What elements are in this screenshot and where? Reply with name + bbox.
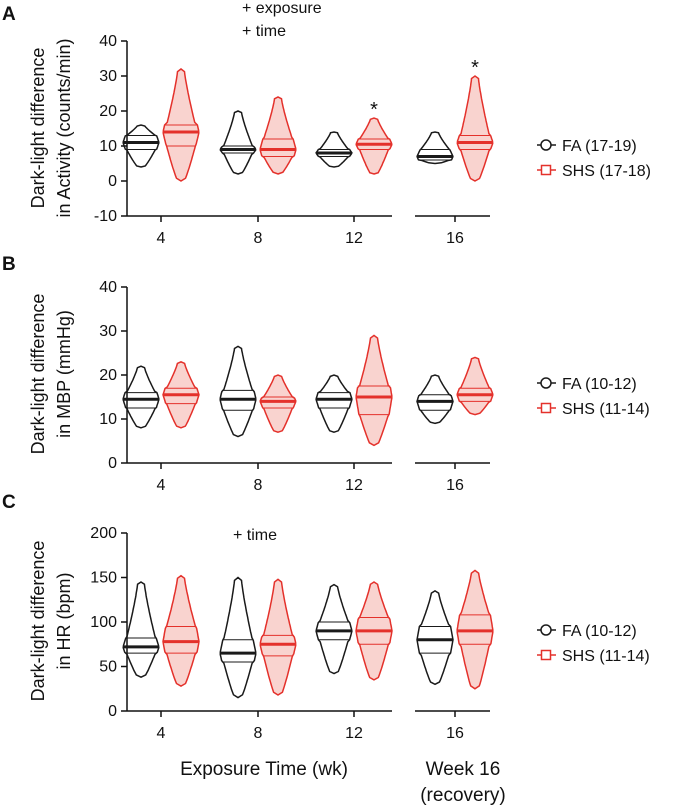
y-tick-label: 20 xyxy=(99,103,117,120)
legend-fa-marker xyxy=(540,377,552,389)
y-tick-label: 30 xyxy=(99,323,117,340)
panel-a-legend: FA (17-19) SHS (17-18) xyxy=(537,138,651,180)
panel-c-ylabel-line1: Dark-light difference xyxy=(28,541,48,702)
y-tick-label: 40 xyxy=(99,279,117,296)
shs-violin xyxy=(355,117,393,175)
x-tick-label: 12 xyxy=(345,477,363,494)
panel-a-plot: -10 0 10 20 30 40 4 8 12 16 * * xyxy=(94,33,494,247)
shs-violin xyxy=(355,334,393,447)
y-tick-label: 100 xyxy=(90,614,117,631)
panel-b-ylabel-line1: Dark-light difference xyxy=(28,294,48,455)
shs-violin xyxy=(456,356,494,416)
panel-b-ylabel-line2: in MBP (mmHg) xyxy=(54,310,74,438)
x-tick-label: 4 xyxy=(157,230,166,247)
legend-shs-label: SHS (17-18) xyxy=(562,163,651,180)
significance-marker: * xyxy=(471,57,479,79)
shs-violin xyxy=(259,578,297,696)
y-tick-label: 50 xyxy=(99,659,117,676)
panel-c-ylabel-line2: in HR (bpm) xyxy=(54,572,74,669)
legend-fa-marker xyxy=(540,139,552,151)
x-tick-label: 16 xyxy=(446,725,464,742)
x-tick-label: 16 xyxy=(446,477,464,494)
panel-a-annotation-time: + time xyxy=(242,23,286,40)
panel-c-plot: 0 50 100 150 200 4 8 12 16 xyxy=(90,525,494,742)
legend-fa-marker xyxy=(540,624,552,636)
legend-shs-marker xyxy=(540,164,552,176)
fa-violin xyxy=(315,374,353,433)
fa-violin xyxy=(315,131,353,168)
y-tick-label: 40 xyxy=(99,33,117,50)
y-tick-label: 150 xyxy=(90,570,117,587)
y-tick-label: 10 xyxy=(99,411,117,428)
legend-shs-label: SHS (11-14) xyxy=(562,401,650,418)
legend-fa-label: FA (10-12) xyxy=(562,623,637,640)
y-tick-label: 0 xyxy=(108,703,117,720)
legend-fa-label: FA (17-19) xyxy=(562,138,637,155)
panel-b-letter: B xyxy=(2,254,16,275)
panel-a-annotation-exposure: + exposure xyxy=(242,0,322,17)
fa-violin xyxy=(219,345,257,438)
panel-a-letter: A xyxy=(2,4,16,25)
panel-c: C Dark-light difference in HR (bpm) + ti… xyxy=(2,492,650,742)
x-tick-label: 16 xyxy=(446,230,464,247)
y-tick-label: 0 xyxy=(108,173,117,190)
shs-violin xyxy=(456,75,494,182)
fa-violin xyxy=(122,124,160,168)
x-tick-label: 4 xyxy=(157,477,166,494)
fa-violin xyxy=(219,110,257,175)
x-tick-label: 8 xyxy=(254,230,263,247)
fa-violin xyxy=(315,583,353,675)
panel-a-ylabel-line2: in Activity (counts/min) xyxy=(54,38,74,217)
legend-shs-marker xyxy=(540,649,552,661)
y-tick-label: 30 xyxy=(99,68,117,85)
panel-a: A Dark-light difference in Activity (cou… xyxy=(2,0,651,247)
significance-marker: * xyxy=(370,99,378,121)
panel-b: B Dark-light difference in MBP (mmHg) 0 1… xyxy=(2,254,650,494)
panel-a-ylabel-line1: Dark-light difference xyxy=(28,48,48,209)
legend-shs-marker xyxy=(540,402,552,414)
x-tick-label: 12 xyxy=(345,230,363,247)
panel-c-legend: FA (10-12) SHS (11-14) xyxy=(537,623,650,665)
y-tick-label: -10 xyxy=(94,208,117,225)
legend-fa-label: FA (10-12) xyxy=(562,376,637,393)
x-tick-label: 8 xyxy=(254,725,263,742)
panel-b-plot: 0 10 20 30 40 4 8 12 16 xyxy=(99,279,494,494)
y-tick-label: 20 xyxy=(99,367,117,384)
fa-violin xyxy=(122,581,160,679)
shs-violin xyxy=(259,96,297,175)
recovery-title-line2: (recovery) xyxy=(420,785,506,806)
x-tick-label: 8 xyxy=(254,477,263,494)
fa-violin xyxy=(416,374,454,425)
x-tick-label: 12 xyxy=(345,725,363,742)
y-tick-label: 200 xyxy=(90,525,117,542)
recovery-title-line1: Week 16 xyxy=(426,759,501,780)
y-tick-label: 10 xyxy=(99,138,117,155)
panel-b-legend: FA (10-12) SHS (11-14) xyxy=(537,376,650,418)
fa-violin xyxy=(219,576,257,699)
fa-violin xyxy=(416,131,454,165)
fa-violin xyxy=(122,365,160,429)
panel-c-annotation-time: + time xyxy=(233,527,277,544)
panel-c-letter: C xyxy=(2,492,16,513)
shs-violin xyxy=(259,374,297,433)
legend-shs-label: SHS (11-14) xyxy=(562,648,650,665)
shs-violin xyxy=(162,574,200,687)
x-tick-label: 4 xyxy=(157,725,166,742)
y-tick-label: 0 xyxy=(108,455,117,472)
fa-violin xyxy=(416,590,454,686)
x-axis-title: Exposure Time (wk) xyxy=(180,759,348,780)
